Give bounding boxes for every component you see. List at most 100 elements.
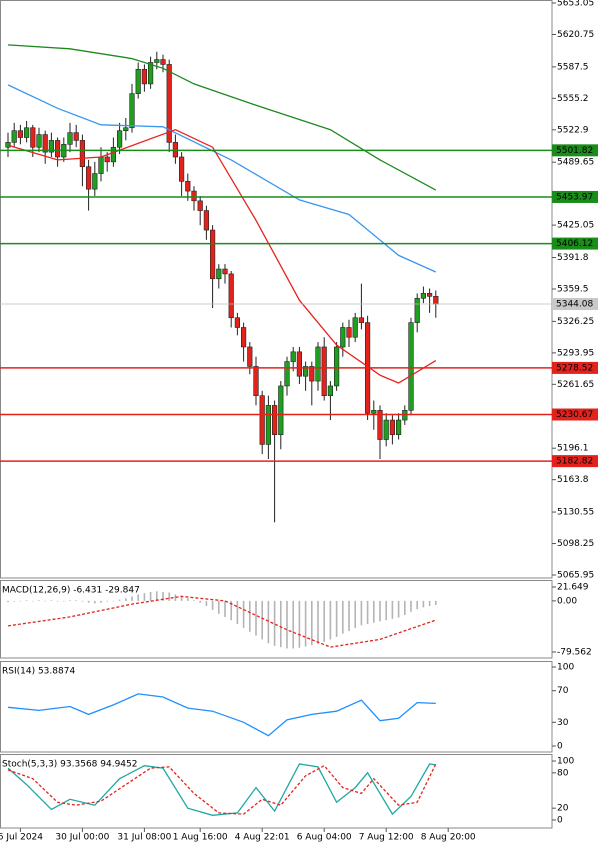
candle-body bbox=[179, 156, 185, 182]
y-tick-label: 0.00 bbox=[557, 596, 577, 606]
macd-bar bbox=[81, 600, 84, 602]
candle-body bbox=[129, 93, 135, 129]
y-tick-label: 5163.8 bbox=[557, 475, 589, 485]
macd-bar bbox=[32, 600, 34, 602]
candle-body bbox=[79, 140, 85, 168]
candle-body bbox=[309, 366, 315, 382]
indicator-line bbox=[7, 763, 437, 815]
macd-bar bbox=[373, 600, 375, 623]
macd-bar bbox=[7, 600, 9, 603]
level-label-box bbox=[552, 455, 598, 468]
indicator-line bbox=[7, 84, 437, 273]
candle-body bbox=[290, 351, 296, 362]
candle-body bbox=[17, 130, 24, 138]
candle-body bbox=[92, 173, 98, 190]
macd-bar bbox=[63, 600, 65, 602]
macd-bar bbox=[156, 591, 158, 601]
indicator-title: MACD(12,26,9) -6.431 -29.847 bbox=[2, 586, 140, 596]
y-tick-label: 5555.2 bbox=[557, 94, 589, 104]
macd-bar bbox=[354, 600, 356, 628]
candle-body bbox=[86, 166, 92, 190]
indicator-line bbox=[7, 128, 437, 384]
y-tick-label: 0 bbox=[557, 741, 563, 751]
macd-bar bbox=[255, 600, 257, 636]
y-tick-label: 5293.95 bbox=[557, 348, 594, 358]
y-tick-label: 100 bbox=[557, 663, 574, 673]
y-tick-label: -79.562 bbox=[557, 648, 592, 658]
candle-body bbox=[346, 327, 352, 338]
stoch-panel bbox=[0, 754, 553, 829]
macd-bar bbox=[69, 600, 71, 601]
candle-body bbox=[284, 361, 290, 387]
y-tick-label: 5065.95 bbox=[557, 570, 594, 580]
macd-bar bbox=[230, 600, 232, 621]
macd-panel bbox=[0, 580, 553, 659]
y-tick-label: 5098.25 bbox=[557, 539, 594, 549]
candle-body bbox=[166, 64, 172, 143]
candle-body bbox=[110, 146, 116, 163]
macd-bar bbox=[428, 600, 431, 607]
macd-bar bbox=[280, 600, 282, 648]
macd-bar bbox=[75, 600, 77, 601]
y-tick-label: 5326.25 bbox=[557, 317, 594, 327]
macd-bar bbox=[131, 596, 133, 601]
candle-body bbox=[197, 200, 203, 211]
candle-body bbox=[420, 293, 427, 299]
macd-bar bbox=[366, 600, 369, 625]
level-label: 5406.12 bbox=[556, 239, 593, 249]
candle-body bbox=[241, 327, 247, 348]
macd-bar bbox=[149, 591, 152, 601]
y-tick-label: 5391.8 bbox=[557, 253, 589, 263]
candle-body bbox=[395, 419, 402, 435]
macd-bar bbox=[342, 600, 344, 634]
candle-body bbox=[321, 346, 327, 396]
candle-body bbox=[259, 395, 265, 445]
y-tick-label: 5425.05 bbox=[557, 221, 594, 231]
level-label: 5453.97 bbox=[556, 192, 593, 202]
candle-body bbox=[36, 134, 42, 148]
y-tick-label: 30 bbox=[557, 718, 569, 728]
macd-bar bbox=[261, 600, 263, 640]
macd-bar bbox=[379, 600, 381, 622]
y-tick-label: 5359.5 bbox=[557, 285, 589, 295]
candle-body bbox=[265, 405, 272, 445]
macd-bar bbox=[211, 600, 214, 610]
candle-body bbox=[271, 405, 278, 435]
candle-body bbox=[327, 385, 334, 396]
candle-body bbox=[302, 366, 309, 377]
level-label-box bbox=[552, 408, 598, 421]
candle-body bbox=[414, 297, 420, 323]
macd-bar bbox=[162, 591, 164, 601]
indicator-title: Stoch(5,3,3) 93.3568 94.9452 bbox=[2, 760, 137, 770]
y-tick-label: 5489.65 bbox=[557, 158, 594, 168]
macd-bar bbox=[391, 600, 394, 619]
macd-bar bbox=[335, 600, 338, 637]
level-label: 5501.82 bbox=[556, 146, 593, 156]
y-tick-label: 0 bbox=[557, 815, 563, 825]
candle-body bbox=[210, 229, 216, 280]
macd-bar bbox=[292, 600, 294, 649]
candle-body bbox=[383, 419, 389, 440]
y-tick-label: 5261.65 bbox=[557, 380, 594, 390]
x-tick-label: 31 Jul 08:00 bbox=[117, 833, 171, 843]
candle-body bbox=[234, 317, 241, 328]
macd-bar bbox=[218, 600, 220, 614]
candle-body bbox=[141, 69, 148, 85]
level-label-box bbox=[552, 237, 598, 250]
x-tick-label: 8 Aug 20:00 bbox=[421, 833, 476, 843]
candle-body bbox=[67, 132, 73, 145]
macd-bar bbox=[168, 592, 170, 601]
x-tick-label: 6 Jul 2024 bbox=[0, 833, 43, 843]
level-label-box bbox=[552, 144, 598, 157]
candle-body bbox=[98, 156, 104, 174]
x-tick-label: 4 Aug 22:01 bbox=[235, 833, 290, 843]
candle-body bbox=[42, 134, 48, 153]
macd-bar bbox=[50, 600, 53, 601]
macd-bar bbox=[193, 600, 195, 601]
x-tick-label: 7 Aug 12:00 bbox=[359, 833, 414, 843]
macd-bar bbox=[435, 600, 437, 606]
macd-bar bbox=[25, 600, 28, 601]
candle-body bbox=[296, 351, 303, 377]
macd-bar bbox=[38, 600, 40, 601]
